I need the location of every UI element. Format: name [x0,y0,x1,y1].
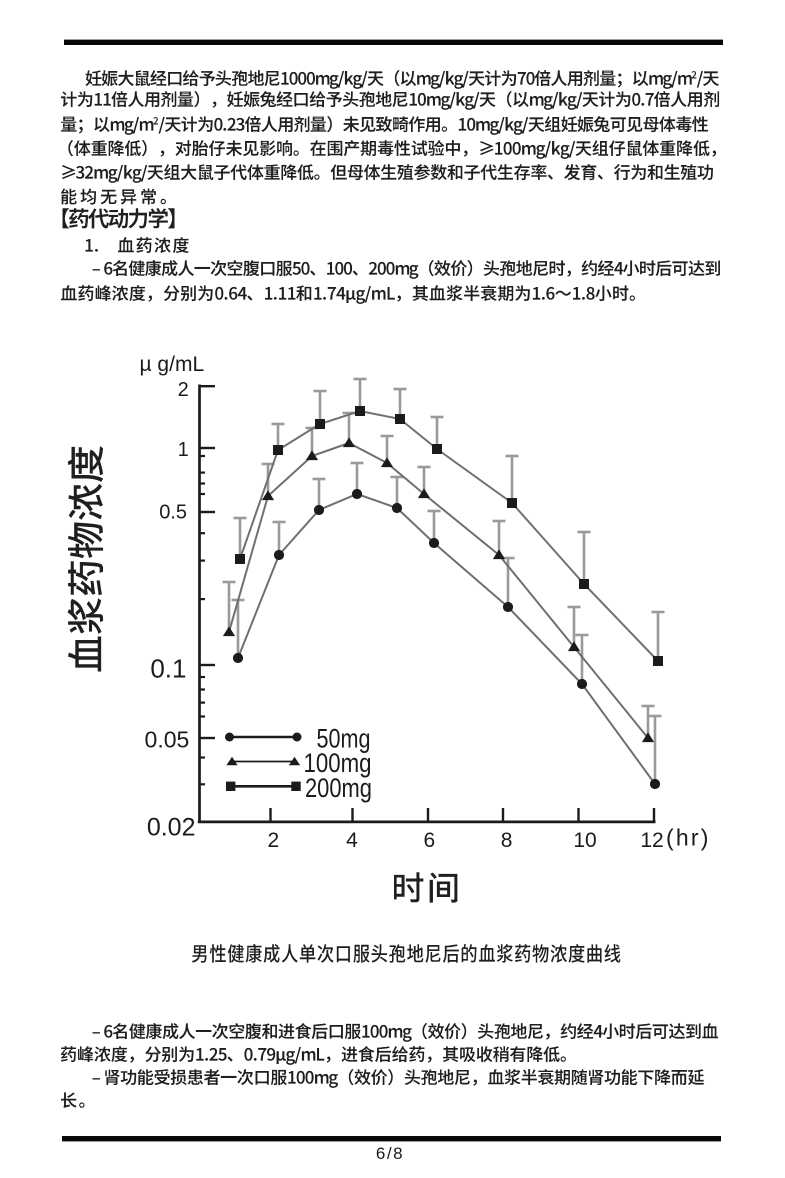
svg-text:6/8: 6/8 [376,1144,404,1163]
svg-text:2: 2 [178,379,189,401]
svg-text:4: 4 [346,829,358,852]
svg-text:50mg: 50mg [317,723,371,753]
svg-text:2: 2 [267,829,279,852]
svg-text:100mg: 100mg [304,748,372,778]
svg-text:(hr): (hr) [666,825,711,851]
svg-text:1: 1 [178,439,189,461]
svg-text:0.05: 0.05 [145,727,190,753]
svg-text:6: 6 [424,829,436,852]
svg-text:8: 8 [501,829,513,852]
svg-text:0.5: 0.5 [159,501,187,523]
svg-text:0.02: 0.02 [147,814,196,842]
svg-text:10: 10 [573,829,596,852]
svg-text:12: 12 [640,829,663,852]
svg-text:0.1: 0.1 [150,653,186,683]
svg-text:µ g/mL: µ g/mL [140,353,205,376]
svg-text:200mg: 200mg [305,773,372,803]
